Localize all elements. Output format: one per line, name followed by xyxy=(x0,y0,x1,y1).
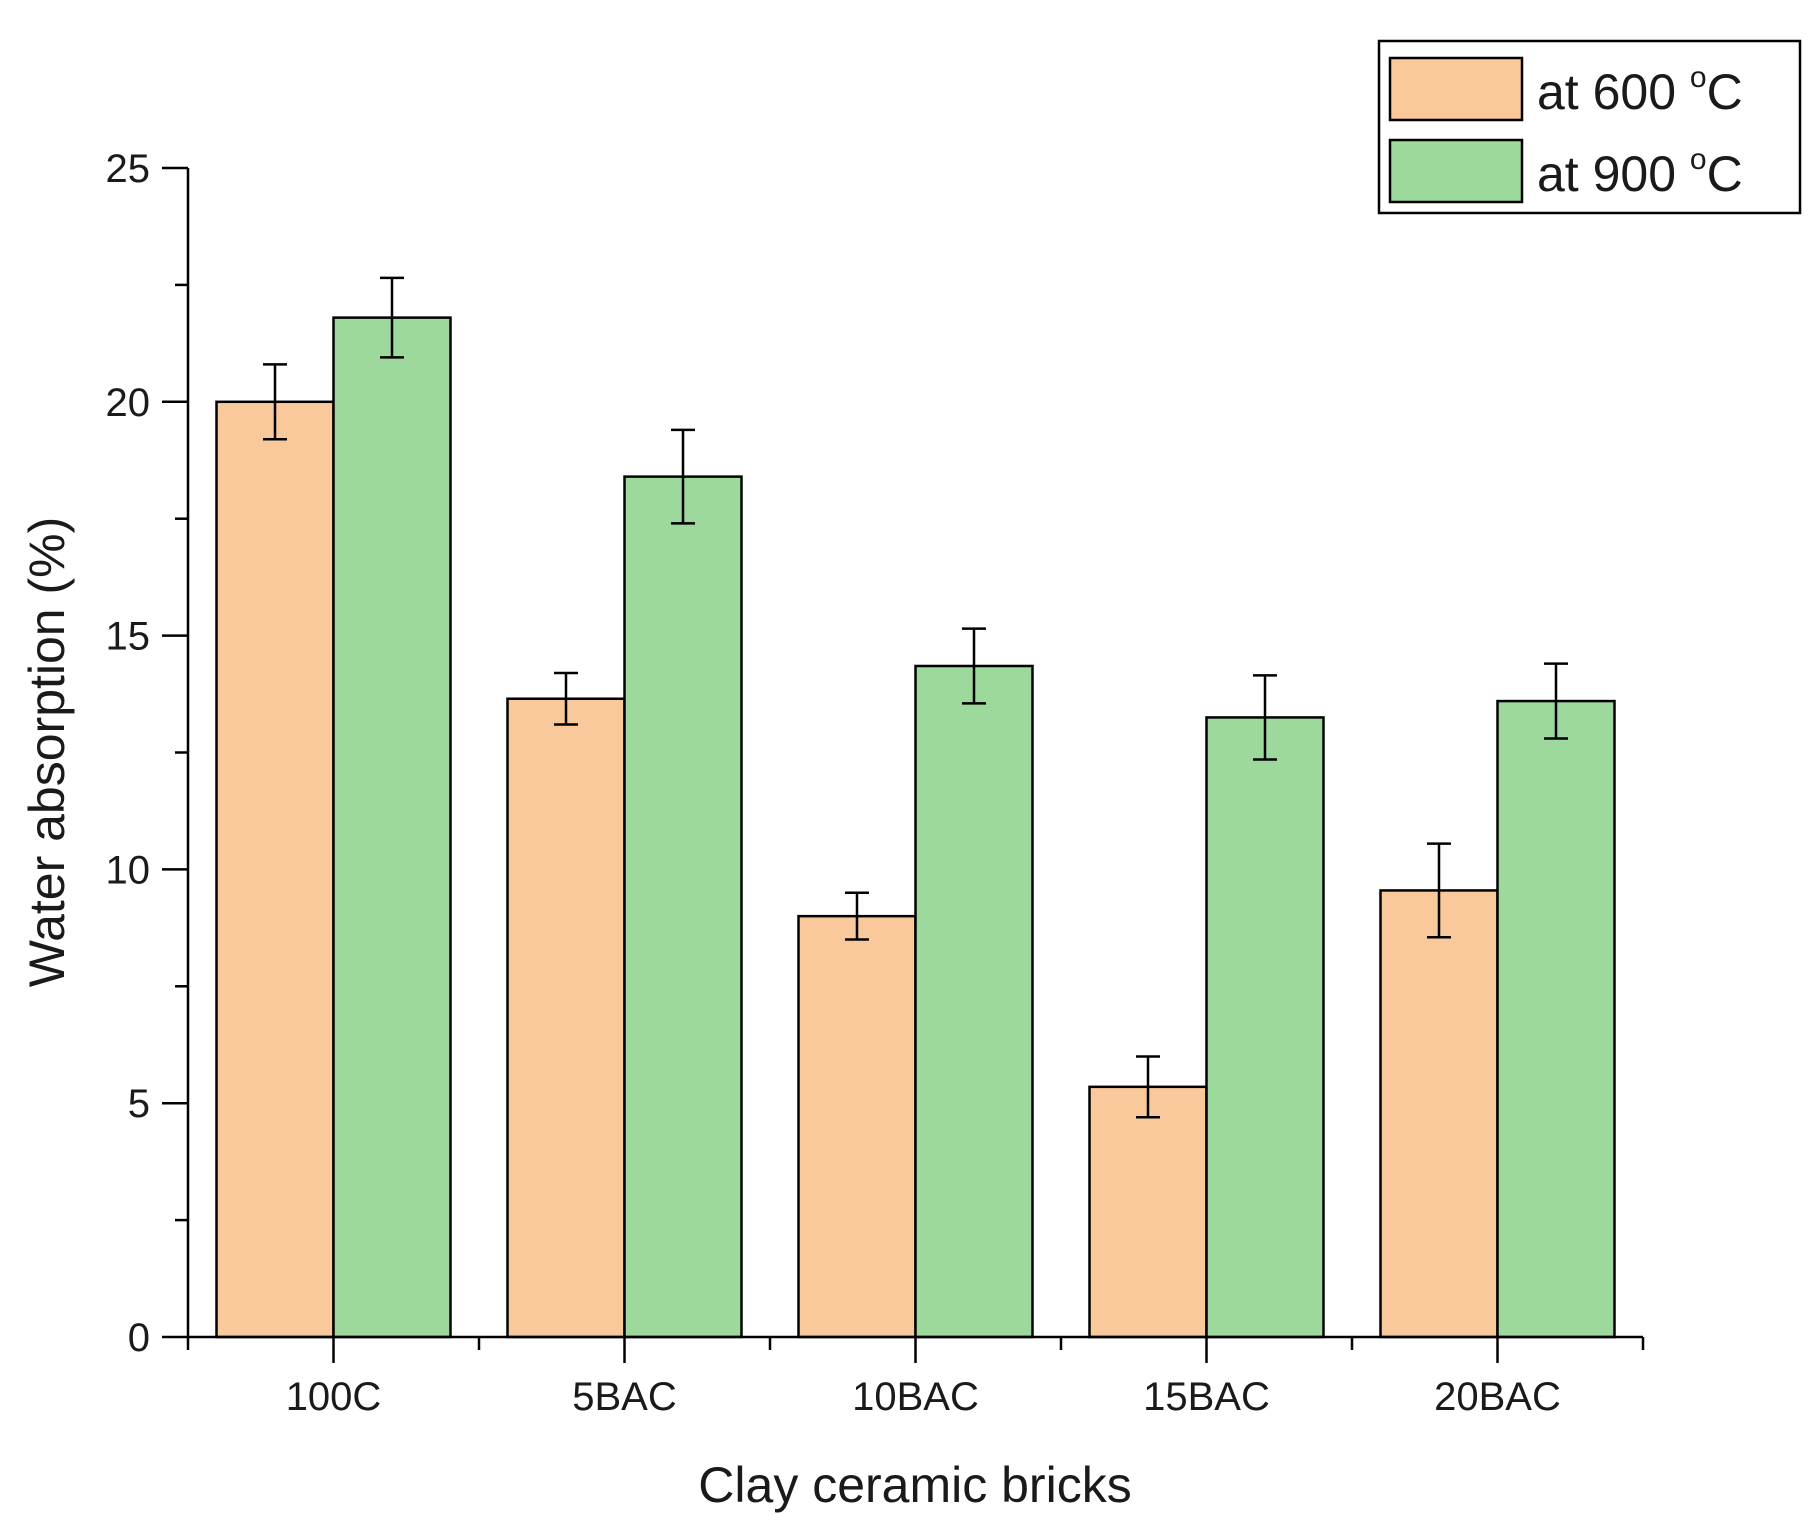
error-bar-20BAC-series-1 xyxy=(1544,662,1568,740)
bar-20BAC-series-1 xyxy=(1496,699,1616,1339)
error-bar-20BAC-series-0 xyxy=(1427,842,1451,939)
y-tick-label: 20 xyxy=(106,381,151,425)
x-tick-label: 20BAC xyxy=(1434,1375,1561,1419)
y-tick-label: 25 xyxy=(106,147,151,191)
bar-15BAC-series-1 xyxy=(1205,716,1325,1339)
error-bar-5BAC-series-0 xyxy=(554,671,578,726)
legend-label-900-prefix: at 900 xyxy=(1537,146,1690,202)
legend-label-600-prefix: at 600 xyxy=(1537,64,1690,120)
y-axis-title: Water absorption (%) xyxy=(19,517,75,988)
bar-100C-series-1 xyxy=(332,316,452,1339)
x-tick-label: 10BAC xyxy=(852,1375,979,1419)
bar-20BAC-series-0 xyxy=(1379,889,1499,1339)
error-bar-10BAC-series-0 xyxy=(845,891,869,941)
bar-100C-series-0 xyxy=(215,400,335,1339)
x-tick-label: 15BAC xyxy=(1143,1375,1270,1419)
x-tick-label: 5BAC xyxy=(572,1375,677,1419)
x-ticks: 100C 5BAC 10BAC 15BAC 20BAC xyxy=(186,1337,1645,1419)
bar-15BAC-series-0 xyxy=(1088,1085,1208,1339)
x-axis-title: Clay ceramic bricks xyxy=(698,1457,1131,1513)
legend-label-600-unit: C xyxy=(1707,64,1743,120)
x-tick-label: 100C xyxy=(286,1375,382,1419)
legend-label-900: at 900 oC xyxy=(1537,143,1743,202)
bar-5BAC-series-0 xyxy=(506,697,626,1339)
legend: at 600 oC at 900 oC xyxy=(1377,39,1802,215)
bar-10BAC-series-1 xyxy=(914,664,1034,1339)
error-bar-10BAC-series-1 xyxy=(962,627,986,705)
y-ticks: 0 5 10 15 20 25 xyxy=(106,147,188,1360)
y-tick-label: 15 xyxy=(106,615,151,659)
legend-label-600-degree: o xyxy=(1690,61,1707,94)
error-bar-15BAC-series-0 xyxy=(1136,1055,1160,1119)
bar-10BAC-series-0 xyxy=(797,914,917,1339)
error-bar-100C-series-1 xyxy=(380,276,404,359)
legend-swatch-600 xyxy=(1388,56,1524,122)
y-tick-label: 5 xyxy=(128,1082,150,1126)
legend-label-600: at 600 oC xyxy=(1537,61,1743,120)
y-tick-label: 10 xyxy=(106,848,151,892)
y-tick-label: 0 xyxy=(128,1316,150,1360)
error-bars-layer xyxy=(263,276,1568,1119)
bars-layer xyxy=(215,316,1616,1339)
error-bar-100C-series-0 xyxy=(263,363,287,441)
error-bar-15BAC-series-1 xyxy=(1253,674,1277,761)
legend-swatch-900 xyxy=(1388,138,1524,204)
error-bar-5BAC-series-1 xyxy=(671,428,695,525)
bar-5BAC-series-1 xyxy=(623,475,743,1339)
legend-label-900-degree: o xyxy=(1690,143,1707,176)
legend-label-900-unit: C xyxy=(1707,146,1743,202)
